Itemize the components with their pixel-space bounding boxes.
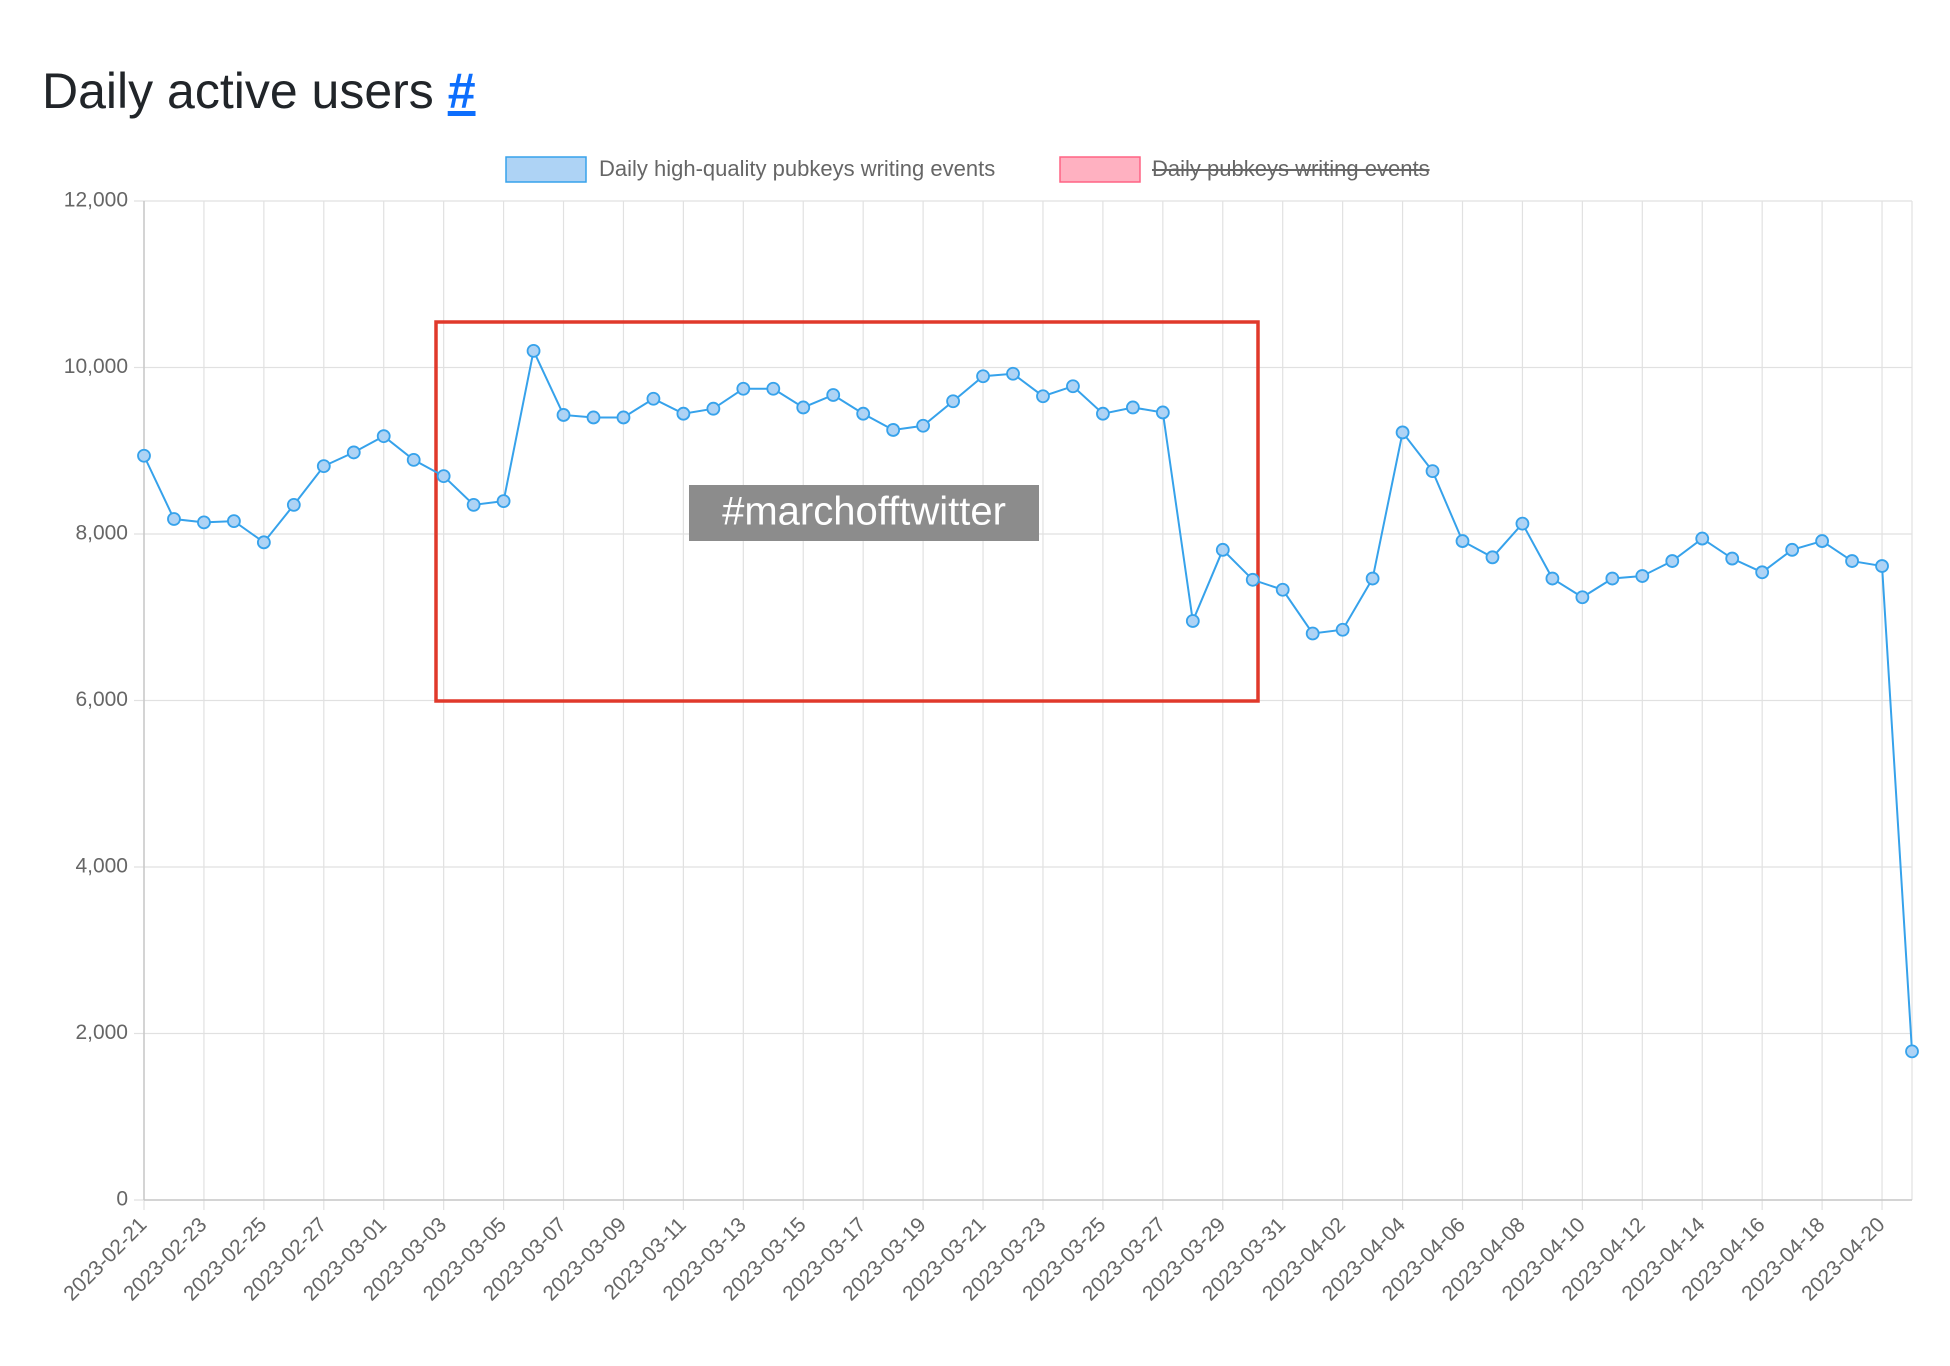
data-point (1755, 565, 1770, 580)
data-point (1096, 406, 1110, 421)
data-point (916, 418, 931, 433)
annotation-label-bg (689, 485, 1039, 541)
annotation-label: #marchofftwitter (722, 490, 1006, 534)
data-point (197, 515, 211, 530)
title-text: Daily active users (42, 63, 434, 119)
data-point (586, 410, 601, 425)
data-point (1006, 366, 1020, 381)
data-point (1515, 516, 1530, 531)
data-point (526, 343, 541, 358)
data-point (226, 514, 241, 528)
data-point (1815, 534, 1830, 548)
data-point (1425, 464, 1440, 479)
data-point (1185, 614, 1200, 628)
data-point (1485, 550, 1500, 565)
legend-swatch[interactable] (505, 156, 587, 183)
data-point (1215, 542, 1230, 557)
data-point (436, 469, 451, 484)
y-tick-label: 2,000 (75, 1021, 128, 1044)
data-point (1155, 405, 1170, 420)
data-point (1545, 571, 1560, 586)
data-point (496, 494, 511, 509)
data-point (1305, 626, 1320, 641)
data-point (826, 388, 841, 402)
data-point (286, 497, 301, 512)
data-point (376, 429, 391, 444)
y-tick-label: 4,000 (75, 855, 128, 878)
data-point (1695, 531, 1710, 546)
data-point (316, 459, 331, 474)
data-point (1845, 554, 1859, 568)
data-point (706, 401, 721, 416)
data-point (1725, 551, 1740, 566)
data-point (1245, 572, 1260, 587)
y-tick-label: 0 (116, 1188, 128, 1211)
y-tick-label: 12,000 (64, 189, 128, 212)
page-title: Daily active users # (42, 63, 476, 119)
data-point (1335, 622, 1350, 637)
data-point (406, 453, 421, 467)
data-point (137, 448, 151, 463)
data-point (346, 445, 361, 460)
data-point (886, 423, 901, 437)
data-point (976, 369, 990, 384)
data-point (556, 408, 571, 422)
annotation-box (434, 320, 1260, 703)
data-point (1066, 379, 1080, 394)
data-point (736, 381, 751, 396)
data-point (1785, 542, 1800, 557)
data-point (1575, 590, 1590, 605)
y-tick-label: 6,000 (75, 688, 128, 711)
data-point (1125, 400, 1140, 415)
data-point (1275, 582, 1290, 597)
legend-label[interactable]: Daily high-quality pubkeys writing event… (599, 156, 995, 181)
data-point (256, 535, 271, 550)
data-point (1875, 559, 1889, 573)
data-point (167, 512, 181, 526)
data-point (1665, 554, 1680, 568)
legend-label[interactable]: Daily pubkeys writing events (1152, 156, 1430, 181)
y-tick-label: 8,000 (75, 522, 128, 545)
data-point (796, 400, 811, 415)
data-point (616, 410, 631, 425)
data-point (1365, 571, 1380, 586)
data-point (1905, 1044, 1919, 1059)
data-point (646, 391, 661, 406)
data-point (766, 381, 781, 396)
y-tick-label: 10,000 (64, 355, 128, 378)
data-point (466, 497, 481, 512)
data-point (1455, 534, 1470, 548)
data-point (856, 406, 871, 421)
data-point (1036, 389, 1050, 404)
data-point (676, 406, 691, 421)
legend-swatch[interactable] (1059, 156, 1141, 183)
data-point (1605, 571, 1620, 586)
data-point (1395, 425, 1410, 440)
data-point (946, 394, 960, 409)
data-point (1635, 569, 1650, 583)
title-anchor-link[interactable]: # (448, 63, 476, 119)
